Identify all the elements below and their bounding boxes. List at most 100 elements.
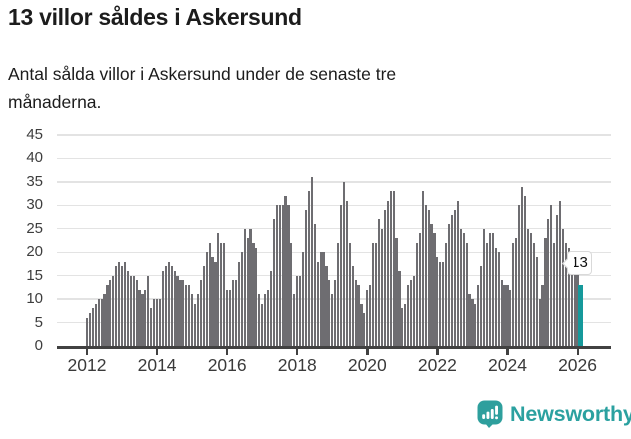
bar <box>354 280 357 346</box>
bar <box>334 280 337 346</box>
bar <box>439 261 442 346</box>
bar <box>462 233 465 346</box>
bar <box>339 205 343 346</box>
bar <box>512 242 515 346</box>
gridline <box>57 181 611 183</box>
bar <box>196 294 200 346</box>
bar <box>176 275 179 346</box>
x-axis-tick <box>436 346 439 355</box>
newsworthy-logo: Newsworthy <box>477 400 631 428</box>
bar <box>342 181 346 346</box>
x-axis-tick <box>86 346 89 355</box>
bar <box>442 261 445 346</box>
bar <box>290 242 293 346</box>
bar <box>115 266 118 346</box>
bar <box>223 242 226 346</box>
bar <box>150 308 153 346</box>
bar <box>357 285 360 346</box>
bar <box>401 308 404 346</box>
bar <box>240 252 243 346</box>
bar <box>234 280 237 346</box>
bar <box>427 210 430 346</box>
bar <box>135 280 138 346</box>
bar <box>272 219 275 346</box>
chart-subtitle-line2: månaderna. <box>8 92 102 112</box>
x-axis-label: 2018 <box>277 355 317 375</box>
bar <box>269 270 273 346</box>
bar <box>372 242 375 346</box>
newsworthy-bubble-chart-icon <box>477 400 503 428</box>
bar <box>518 205 521 346</box>
bar <box>485 242 489 346</box>
newsworthy-logo-text: Newsworthy <box>510 401 631 426</box>
bar <box>380 228 383 346</box>
bar <box>287 205 290 346</box>
bar <box>450 214 454 346</box>
bar <box>477 285 480 346</box>
bar <box>85 317 89 346</box>
bar <box>301 252 305 346</box>
bar <box>109 280 112 346</box>
bar <box>158 299 162 346</box>
gridline <box>57 157 611 160</box>
y-axis-label: 0 <box>34 337 43 354</box>
bar <box>299 275 302 346</box>
bar <box>275 205 278 346</box>
bar <box>199 280 202 346</box>
y-axis-label: 10 <box>26 290 43 308</box>
bar <box>322 252 325 346</box>
bar <box>541 285 544 346</box>
bar <box>281 205 284 346</box>
bar <box>217 233 220 346</box>
chart-subtitle-line1: Antal sålda villor i Askersund under de … <box>8 64 397 84</box>
bar-chart: 13 0 5 10 15 20 25 30 35 40 45 2012 2014 2016 2018 202… <box>26 126 611 375</box>
bar <box>433 233 436 346</box>
bar <box>205 252 208 346</box>
gridline <box>57 274 611 277</box>
bar <box>88 313 91 346</box>
bar <box>564 242 567 346</box>
bar <box>255 247 258 346</box>
bar <box>558 200 562 346</box>
bar <box>208 242 211 346</box>
x-axis-label: 2020 <box>347 355 387 375</box>
x-axis-tick <box>506 346 509 355</box>
x-axis-label: 2024 <box>488 355 527 375</box>
bar <box>570 252 573 346</box>
bar <box>421 191 424 346</box>
bar <box>468 294 471 346</box>
bar <box>258 294 261 346</box>
bar <box>264 294 267 346</box>
bar <box>480 266 483 346</box>
bar <box>491 233 494 346</box>
bar <box>515 238 518 346</box>
y-axis-label: 15 <box>26 266 43 284</box>
y-axis-label: 40 <box>26 149 43 167</box>
bar <box>126 270 129 346</box>
bar <box>307 191 310 346</box>
bar <box>418 233 421 346</box>
bar <box>316 261 319 346</box>
bar <box>278 205 281 346</box>
x-axis-label: 2014 <box>137 355 177 375</box>
bar <box>453 210 456 346</box>
bar <box>430 224 433 346</box>
x-axis-tick <box>156 346 159 355</box>
value-callout-label: 13 <box>571 254 588 271</box>
bar <box>412 275 416 346</box>
bar <box>313 224 316 346</box>
bar <box>345 200 348 346</box>
bar <box>459 228 462 346</box>
chart-subtitle: Antal sålda villor i Askersund under de … <box>8 60 396 116</box>
bar <box>167 261 170 346</box>
bar <box>325 266 328 346</box>
bar <box>532 242 535 346</box>
bar <box>407 285 410 346</box>
bar <box>506 285 509 346</box>
bar <box>261 303 264 346</box>
bar <box>231 280 235 346</box>
bar <box>395 238 398 346</box>
bar <box>182 280 185 346</box>
bar <box>141 294 144 346</box>
bar <box>369 285 372 346</box>
